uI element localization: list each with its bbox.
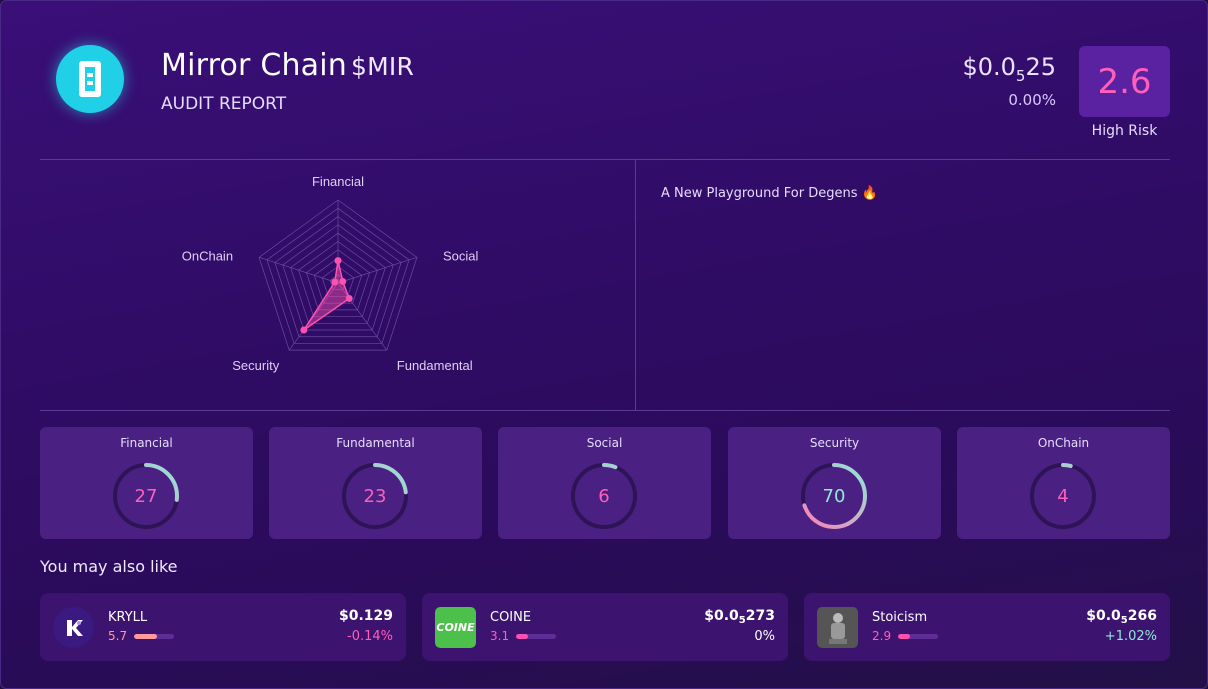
mirror-chain-logo-icon — [56, 45, 124, 113]
related-token-score: 2.9 — [872, 629, 892, 643]
related-token-card[interactable]: KRYLL 5.7 $0.129 -0.14% — [40, 593, 406, 661]
metric-value: 70 — [822, 485, 846, 507]
radar-axis-label: Security — [232, 358, 279, 373]
radar-chart: Financial Social Fundamental Security OnChai… — [182, 174, 479, 373]
metric-label: OnChain — [1037, 436, 1090, 450]
related-token-card[interactable]: Stoicism 2.9 $0.05266 +1.02% — [804, 593, 1170, 661]
report-subtitle: AUDIT REPORT — [161, 94, 287, 114]
related-token-score-bar — [898, 634, 938, 639]
stoicism-logo-icon — [817, 607, 858, 648]
radar-grid-ring — [321, 265, 355, 297]
radar-point — [339, 277, 347, 285]
score-bar-fill — [516, 634, 529, 639]
related-token-score-bar — [134, 634, 174, 639]
metric-value: 23 — [363, 485, 387, 507]
score-bar-fill — [134, 634, 157, 639]
price-zero-count: 5 — [1015, 67, 1026, 85]
gauge-fill — [113, 463, 179, 529]
related-token-name: COINE — [490, 610, 532, 625]
related-token-price: $0.129 — [338, 608, 393, 624]
coine-logo-icon: COINE — [435, 607, 476, 648]
metric-gauge — [342, 463, 408, 529]
divider — [40, 159, 1170, 160]
gauge-fill — [342, 463, 408, 529]
radar-grid-ring — [258, 199, 418, 351]
price-lead: $0.0 — [962, 53, 1016, 81]
gauge-fill — [1030, 463, 1096, 529]
related-token-change: 0% — [754, 629, 775, 644]
radar-grid-ring — [290, 232, 386, 324]
metric-card-fundamental: Fundamental 23 — [269, 427, 482, 539]
radar-spoke — [288, 282, 339, 351]
metric-card-onchain: OnChain 4 — [957, 427, 1170, 539]
radar-point — [345, 294, 353, 302]
radar-axis-label: Fundamental — [397, 358, 473, 373]
token-symbol: $MIR — [351, 52, 415, 81]
gauge-fill — [571, 463, 637, 529]
related-token-card[interactable]: COINE COINE 3.1 $0.05273 0% — [422, 593, 788, 661]
related-token-name: Stoicism — [872, 610, 928, 625]
radar-axis-label: OnChain — [182, 248, 233, 263]
related-token-score: 3.1 — [490, 629, 510, 643]
risk-label: High Risk — [1079, 123, 1170, 139]
related-token-price: $0.05273 — [704, 608, 775, 626]
token-name: Mirror Chain — [161, 48, 348, 83]
radar-grid-ring — [313, 257, 363, 304]
metric-gauge — [113, 463, 179, 529]
radar-axis-label: Social — [443, 248, 479, 263]
metric-gauge — [571, 463, 637, 529]
metric-card-social: Social 6 — [498, 427, 711, 539]
radar-grid-ring — [274, 216, 402, 338]
radar-spoke — [258, 257, 339, 284]
radar-point — [300, 326, 308, 334]
radar-grid-ring — [306, 249, 370, 311]
kryll-logo-icon — [53, 607, 94, 648]
radar-point — [334, 257, 342, 265]
metric-label: Security — [809, 436, 860, 450]
radar-grid-ring — [266, 207, 410, 344]
metric-value: 27 — [134, 485, 158, 507]
token-price: $0.0525 — [962, 53, 1056, 85]
radar-spoke — [337, 282, 388, 351]
risk-score-badge: 2.6 — [1079, 46, 1170, 117]
metric-label: Financial — [120, 436, 173, 450]
related-token-score: 5.7 — [108, 629, 128, 643]
radar-grid-ring — [298, 241, 378, 317]
radar-spoke — [337, 257, 418, 284]
gauge-fill — [801, 463, 867, 529]
radar-area — [303, 260, 351, 331]
score-bar-fill — [898, 634, 910, 639]
radar-grid-ring — [282, 224, 394, 331]
radar-axis-label: Financial — [312, 174, 364, 189]
metric-value: 4 — [1057, 485, 1069, 507]
token-description: A New Playground For Degens 🔥 — [661, 186, 878, 201]
related-token-score-bar — [516, 634, 556, 639]
price-change: 0.00% — [1008, 91, 1056, 109]
related-token-change: -0.14% — [347, 629, 393, 644]
token-title: Mirror Chain $MIR — [161, 48, 414, 83]
metric-card-security: Security 70 — [728, 427, 941, 539]
related-heading: You may also like — [40, 557, 178, 576]
divider-vertical — [635, 160, 636, 410]
related-token-change: +1.02% — [1104, 629, 1157, 644]
metric-gauge — [1030, 463, 1096, 529]
risk-label-text: High Risk — [1091, 123, 1158, 139]
metric-label: Social — [586, 436, 623, 450]
metric-gauge — [801, 463, 867, 529]
related-token-price: $0.05266 — [1086, 608, 1157, 626]
metric-label: Fundamental — [336, 436, 415, 450]
related-token-name: KRYLL — [108, 610, 148, 625]
metric-value: 6 — [598, 485, 610, 507]
divider — [40, 410, 1170, 411]
metric-card-financial: Financial 27 — [40, 427, 253, 539]
radar-point — [331, 278, 339, 286]
price-tail: 25 — [1025, 53, 1056, 81]
